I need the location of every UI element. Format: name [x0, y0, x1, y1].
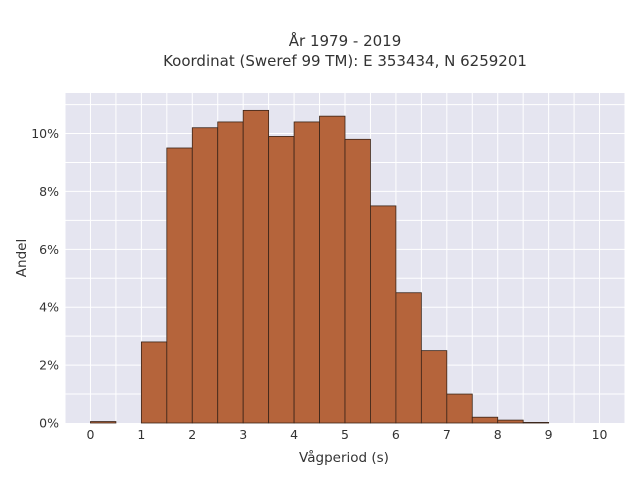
- histogram-bar: [370, 205, 397, 424]
- bars: [90, 109, 550, 424]
- x-tick-label: 10: [592, 427, 608, 442]
- histogram-bar: [140, 341, 168, 424]
- x-tick-label: 1: [137, 427, 145, 442]
- histogram-bar: [522, 422, 550, 424]
- chart-title-line2: Koordinat (Sweref 99 TM): E 353434, N 62…: [163, 52, 527, 70]
- x-axis-title: Vågperiod (s): [299, 449, 389, 466]
- x-tick-label: 6: [392, 427, 400, 442]
- y-tick-label: 10%: [31, 126, 59, 141]
- histogram-bar: [471, 416, 499, 424]
- histogram-bar: [420, 350, 448, 424]
- y-tick-label: 8%: [39, 184, 59, 199]
- histogram-bar: [242, 109, 270, 424]
- histogram-bar: [395, 292, 422, 424]
- x-axis-ticks: 0 1 2 3 4 5 6 7 8 9 10: [86, 427, 607, 442]
- histogram-bar: [191, 127, 219, 424]
- x-tick-label: 9: [545, 427, 553, 442]
- y-axis-title: Andel: [14, 239, 30, 277]
- y-axis-ticks: 0% 2% 4% 6% 8% 10%: [31, 126, 59, 430]
- histogram-bar: [217, 121, 244, 424]
- histogram-bar: [90, 421, 117, 424]
- y-tick-label: 6%: [39, 242, 59, 257]
- x-tick-label: 3: [239, 427, 247, 442]
- histogram-bar: [446, 393, 473, 424]
- x-tick-label: 0: [86, 427, 94, 442]
- histogram-bar: [344, 138, 371, 424]
- histogram-bar: [268, 136, 295, 424]
- chart-title: År 1979 - 2019 Koordinat (Sweref 99 TM):…: [163, 31, 527, 70]
- y-tick-label: 0%: [39, 416, 59, 431]
- x-tick-label: 4: [290, 427, 298, 442]
- histogram-bar: [293, 121, 320, 424]
- x-tick-label: 8: [494, 427, 502, 442]
- histogram-bar: [319, 115, 346, 424]
- x-tick-label: 5: [341, 427, 349, 442]
- chart-title-line1: År 1979 - 2019: [289, 31, 402, 50]
- x-tick-label: 7: [443, 427, 451, 442]
- histogram-bar: [166, 147, 193, 424]
- y-tick-label: 2%: [39, 358, 59, 373]
- y-tick-label: 4%: [39, 300, 59, 315]
- histogram-bar: [497, 419, 524, 424]
- x-tick-label: 2: [188, 427, 196, 442]
